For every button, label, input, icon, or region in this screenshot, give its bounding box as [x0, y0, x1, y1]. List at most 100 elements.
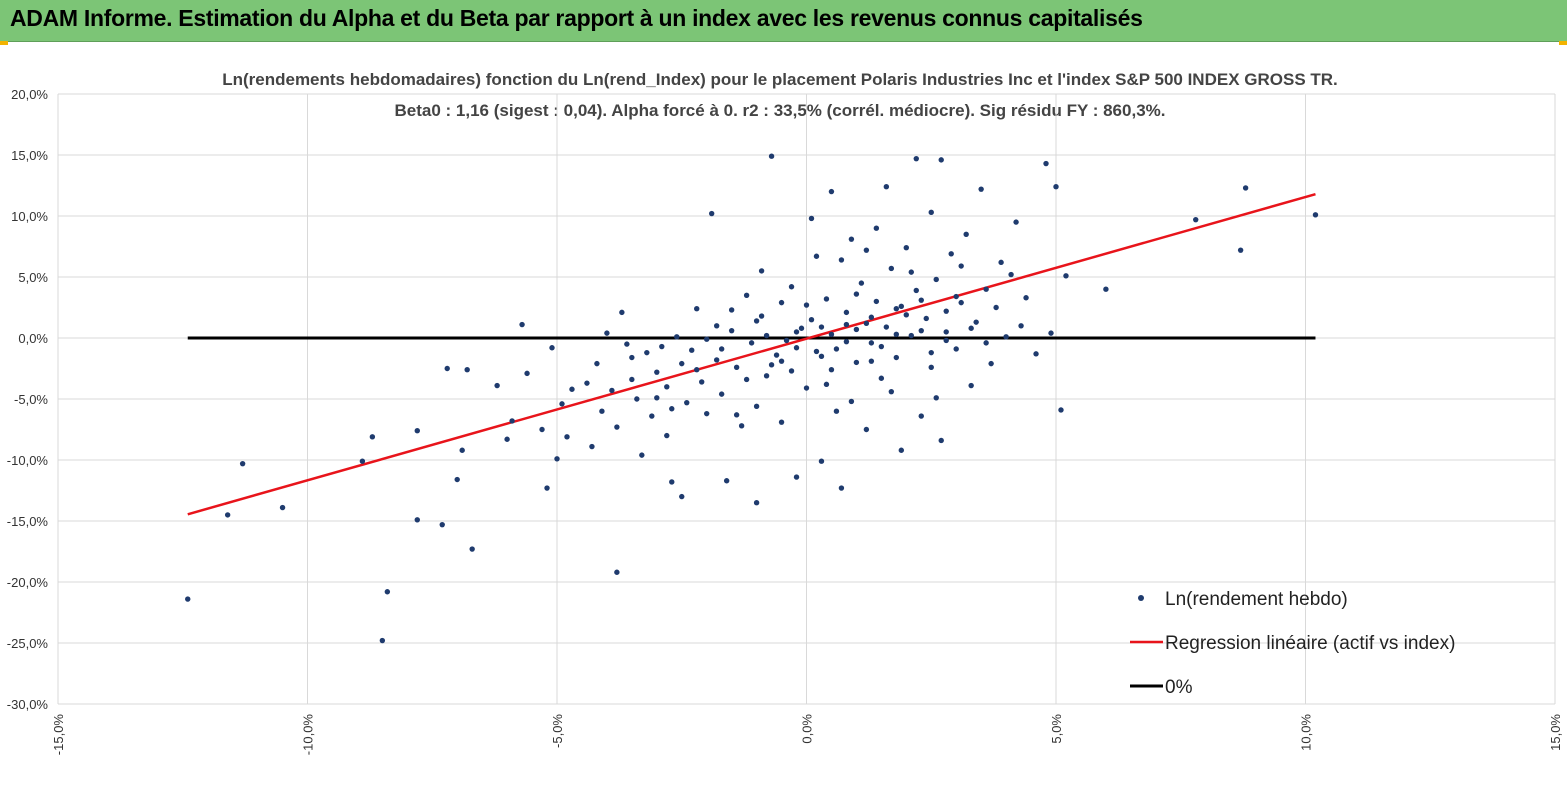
scatter-point — [733, 364, 740, 370]
scatter-point — [639, 452, 645, 458]
scatter-point — [863, 320, 870, 327]
scatter-point — [828, 367, 835, 373]
y-tick-label: -25,0% — [7, 636, 49, 651]
scatter-point — [868, 358, 875, 364]
scatter-point — [718, 346, 725, 352]
scatter-point — [938, 157, 944, 163]
scatter-point — [1043, 160, 1049, 167]
scatter-point — [953, 346, 959, 352]
scatter-point — [803, 385, 810, 391]
scatter-point — [943, 308, 949, 314]
report-header: ADAM Informe. Estimation du Alpha et du … — [0, 0, 1567, 42]
scatter-point — [943, 337, 949, 344]
scatter-point — [768, 362, 775, 368]
scatter-point — [1023, 295, 1029, 301]
scatter-point — [743, 376, 750, 383]
scatter-point — [918, 297, 924, 303]
scatter-point — [464, 367, 470, 373]
scatter-point — [674, 334, 680, 340]
scatter-point — [1242, 185, 1249, 191]
scatter-point — [758, 313, 765, 319]
scatter-point — [369, 434, 376, 440]
scatter-point — [993, 304, 999, 311]
scatter-point — [848, 398, 855, 405]
scatter-point — [793, 474, 800, 480]
scatter-point — [858, 280, 865, 286]
scatter-point — [763, 332, 770, 339]
y-tick-label: 5,0% — [18, 270, 48, 285]
scatter-point — [803, 302, 810, 308]
scatter-point — [414, 517, 420, 523]
scatter-point — [818, 458, 825, 464]
scatter-point — [953, 293, 959, 300]
scatter-point — [853, 291, 860, 297]
scatter-point — [958, 299, 964, 306]
scatter-point — [983, 286, 989, 292]
scatter-point — [893, 354, 900, 361]
scatter-point — [1033, 351, 1039, 357]
scatter-point — [1013, 219, 1019, 225]
scatter-point — [773, 352, 780, 358]
scatter-point — [589, 443, 595, 450]
scatter-point — [883, 184, 890, 190]
scatter-point — [659, 343, 665, 350]
scatter-point — [888, 265, 895, 272]
scatter-point — [654, 395, 660, 401]
scatter-point — [903, 312, 909, 318]
scatter-point — [444, 365, 450, 372]
scatter-point — [609, 387, 615, 394]
legend-label: 0% — [1165, 677, 1193, 698]
scatter-point — [738, 423, 745, 429]
scatter-point — [753, 403, 760, 410]
series-lines — [187, 192, 1316, 516]
scatter-point — [728, 307, 735, 313]
scatter-point — [743, 292, 750, 298]
scatter-point — [718, 391, 725, 397]
scatter-point — [494, 382, 500, 389]
scatter-point — [1018, 323, 1024, 329]
scatter-point — [808, 215, 815, 222]
scatter-point — [968, 382, 974, 389]
scatter-point — [788, 368, 795, 374]
report-title: ADAM Informe. Estimation du Alpha et du … — [10, 5, 1143, 31]
scatter-point — [838, 485, 845, 491]
scatter-point — [948, 251, 954, 257]
scatter-point — [384, 589, 391, 595]
scatter-point — [853, 326, 860, 333]
scatter-point — [644, 349, 650, 356]
legend-marker-points — [1138, 595, 1144, 601]
scatter-point — [843, 309, 850, 316]
scatter-point — [863, 247, 870, 253]
scatter-point — [873, 225, 880, 231]
scatter-point — [908, 332, 914, 339]
scatter-point — [928, 364, 934, 370]
scatter-point — [524, 370, 530, 377]
scatter-point — [704, 336, 710, 342]
scatter-point — [564, 434, 570, 440]
scatter-point — [614, 569, 620, 575]
scatter-point — [833, 408, 840, 414]
scatter-point — [938, 437, 944, 444]
scatter-point — [454, 476, 460, 483]
scatter-point — [544, 485, 550, 491]
y-tick-label: -5,0% — [14, 392, 48, 407]
y-tick-label: -20,0% — [7, 575, 49, 590]
scatter-point — [279, 504, 286, 511]
regression-line — [187, 192, 1316, 516]
y-tick-label: 20,0% — [11, 87, 48, 102]
scatter-point — [504, 436, 510, 442]
scatter-point — [778, 358, 785, 364]
scatter-point — [694, 306, 700, 312]
scatter-point — [629, 376, 635, 383]
scatter-point — [893, 306, 900, 312]
scatter-point — [958, 263, 964, 269]
scatter-point — [1048, 330, 1054, 336]
scatter-point — [708, 210, 715, 217]
scatter-point — [878, 343, 885, 350]
scatter-point — [753, 318, 760, 324]
x-tick-label: -15,0% — [51, 714, 66, 756]
scatter-point — [679, 360, 685, 367]
scatter-point — [768, 153, 775, 159]
scatter-point — [778, 419, 785, 425]
scatter-point — [439, 521, 445, 528]
